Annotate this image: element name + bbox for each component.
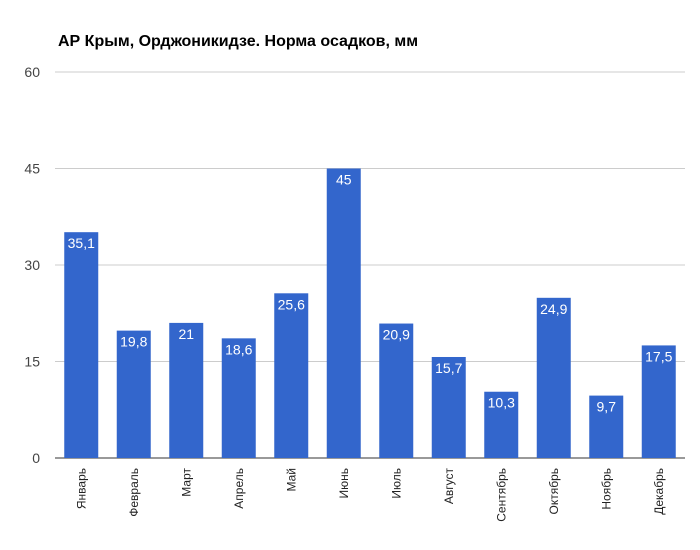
data-label: 17,5 <box>645 348 672 364</box>
y-tick-label: 60 <box>24 64 40 80</box>
data-label: 45 <box>336 172 352 188</box>
data-label: 20,9 <box>383 327 410 343</box>
y-tick-label: 45 <box>24 161 40 177</box>
data-label: 15,7 <box>435 360 462 376</box>
bar <box>64 232 99 458</box>
bar <box>536 297 571 458</box>
y-tick-label: 0 <box>32 450 40 466</box>
chart-title: АР Крым, Орджоникидзе. Норма осадков, мм <box>58 33 418 50</box>
x-tick-label: Август <box>442 468 456 505</box>
bar <box>169 322 204 458</box>
x-tick-label: Ноябрь <box>599 468 613 510</box>
x-axis-ticks: Январь Февраль Март Апрель Май Июнь Июль Август… <box>74 468 666 522</box>
x-tick-label: Март <box>179 468 193 497</box>
bar <box>116 330 151 458</box>
bar <box>221 338 256 458</box>
x-tick-label: Октябрь <box>547 468 561 515</box>
data-label: 21 <box>178 326 194 342</box>
x-tick-label: Апрель <box>232 468 246 509</box>
data-label: 18,6 <box>225 341 252 357</box>
data-labels: 35,1 19,8 21 18,6 25,6 45 20,9 15,7 10,3 24,9 9,7 1… <box>68 172 673 415</box>
bar <box>589 395 624 458</box>
bar <box>431 356 466 458</box>
bars <box>64 168 676 458</box>
data-label: 9,7 <box>597 399 617 415</box>
y-tick-label: 30 <box>24 257 40 273</box>
data-label: 10,3 <box>488 395 515 411</box>
x-tick-label: Июль <box>389 468 403 499</box>
data-label: 25,6 <box>278 296 305 312</box>
bar <box>326 168 361 458</box>
bar <box>379 323 414 458</box>
x-tick-label: Февраль <box>127 468 141 517</box>
x-tick-label: Сентябрь <box>494 468 508 522</box>
y-axis-ticks: 0 15 30 45 60 <box>24 64 40 466</box>
x-tick-label: Июнь <box>337 468 351 499</box>
bar <box>641 345 676 458</box>
data-label: 24,9 <box>540 301 567 317</box>
x-tick-label: Май <box>284 468 298 492</box>
bar <box>484 391 519 458</box>
bar <box>274 293 309 458</box>
data-label: 35,1 <box>68 235 95 251</box>
x-tick-label: Декабрь <box>652 468 666 515</box>
x-tick-label: Январь <box>74 468 88 509</box>
data-label: 19,8 <box>120 334 147 350</box>
gridlines <box>55 71 685 459</box>
y-tick-label: 15 <box>24 354 40 370</box>
